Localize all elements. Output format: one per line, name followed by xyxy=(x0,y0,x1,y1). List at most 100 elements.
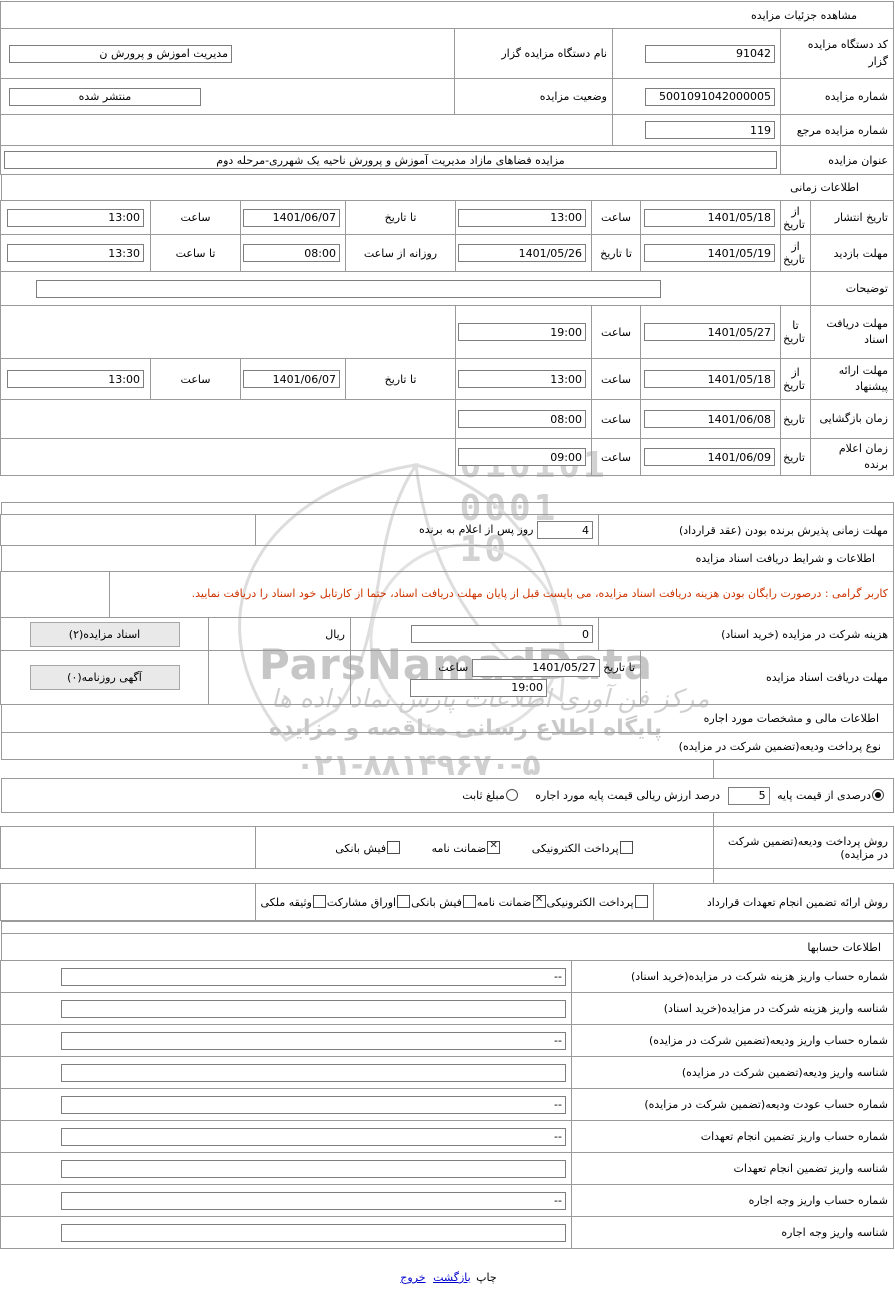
auction-title-input[interactable] xyxy=(3,151,777,169)
visit-deadline-row: مهلت بازدید از تاریخ تا تاریخ روزانه از … xyxy=(0,234,894,272)
footer: چاپ بازگشت خروج xyxy=(1,1249,894,1294)
account-row: شناسه واریز وجه اجاره xyxy=(0,1216,894,1249)
hour-label: ساعت xyxy=(150,358,241,400)
account-row-input[interactable] xyxy=(61,1063,566,1082)
deposit-percent-input[interactable] xyxy=(727,786,770,805)
bid-from-date-input[interactable] xyxy=(644,370,775,388)
publish-to-time-cell xyxy=(0,200,151,235)
account-row-input[interactable] xyxy=(61,1191,566,1210)
deposit-method-electronic-checkbox[interactable] xyxy=(619,840,633,854)
spacer-cell xyxy=(208,650,351,705)
visit-label: مهلت بازدید xyxy=(810,234,894,272)
back-link[interactable]: بازگشت xyxy=(433,1271,471,1284)
print-link[interactable]: چاپ xyxy=(476,1271,497,1284)
guarantee-guarantee-checkbox[interactable] xyxy=(532,894,546,908)
hour-label: ساعت xyxy=(591,438,641,476)
bid-to-date-input[interactable] xyxy=(243,370,340,388)
deposit-radio-cell: درصدی از قیمت پایه درصد ارزش ریالی قیمت … xyxy=(1,778,894,813)
docs-deadline-time-input[interactable] xyxy=(410,678,547,697)
visit-from-date-input[interactable] xyxy=(644,244,775,262)
from-date-label: از تاریخ xyxy=(780,200,811,235)
hour-label: ساعت xyxy=(438,660,469,674)
winner-date-input[interactable] xyxy=(644,448,775,466)
account-row-input[interactable] xyxy=(61,1223,566,1242)
ref-no-cell xyxy=(612,114,781,146)
publish-to-time-input[interactable] xyxy=(7,208,144,227)
deposit-method-bankslip-checkbox[interactable] xyxy=(387,840,401,854)
opening-time-input[interactable] xyxy=(458,410,586,428)
account-row-label: شماره حساب واریز وجه اجاره xyxy=(571,1184,894,1217)
account-row-value-cell xyxy=(0,960,572,993)
docs-deadline-date-input[interactable] xyxy=(471,658,600,677)
account-row-input[interactable] xyxy=(61,1031,566,1050)
time-section-title: اطلاعات زمانی xyxy=(1,174,894,201)
docs-deadline-table: مهلت دریافت اسناد مزایده تا تاریخ ساعت آ… xyxy=(0,650,894,705)
financial-section-header: اطلاعات مالی و مشخصات مورد اجاره xyxy=(1,704,894,733)
deposit-method-guarantee-checkbox[interactable] xyxy=(487,840,501,854)
fee-input[interactable] xyxy=(411,625,593,643)
docs-deadline-label: مهلت دریافت اسناد مزایده xyxy=(640,650,894,705)
deposit-percent-radio[interactable] xyxy=(872,788,884,801)
time-section-header: اطلاعات زمانی xyxy=(1,174,894,201)
account-row-value-cell xyxy=(0,1120,572,1153)
doc-receive-time-input[interactable] xyxy=(458,323,586,341)
financial-section-title: اطلاعات مالی و مشخصات مورد اجاره xyxy=(1,704,894,733)
visit-to-date-input[interactable] xyxy=(458,244,586,262)
spacer-cell xyxy=(1,921,894,934)
account-row-input[interactable] xyxy=(61,999,566,1018)
visit-to-time-input[interactable] xyxy=(7,244,144,262)
org-code-label: کد دستگاه مزایده گزار xyxy=(780,28,894,79)
account-row-input[interactable] xyxy=(61,1127,566,1146)
acceptance-days-input[interactable] xyxy=(537,521,593,539)
opening-time-row: زمان بازگشایی تاریخ ساعت xyxy=(0,399,894,439)
account-row-value-cell xyxy=(0,1152,572,1185)
bid-from-time-input[interactable] xyxy=(458,370,586,388)
auction-no-input[interactable] xyxy=(645,87,775,106)
fee-currency-label: ریال xyxy=(208,617,351,651)
bid-to-time-input[interactable] xyxy=(7,370,144,388)
guarantee-bankslip-checkbox[interactable] xyxy=(462,895,476,908)
from-date-label: از تاریخ xyxy=(780,358,811,400)
publish-to-date-cell xyxy=(240,200,346,235)
ref-no-input[interactable] xyxy=(645,121,775,139)
account-row-input[interactable] xyxy=(61,1159,566,1178)
account-row: شماره حساب واریز ودیعه(تضمین شرکت در مزا… xyxy=(0,1024,894,1057)
auction-title-label: عنوان مزایده xyxy=(780,145,894,175)
hour-label: ساعت xyxy=(150,200,241,235)
spacer-cell xyxy=(0,114,614,146)
guarantee-property-label: وثیقه ملکی xyxy=(260,896,312,909)
hour-label: ساعت xyxy=(591,399,641,439)
org-code-input[interactable] xyxy=(645,44,775,63)
spacer-cell xyxy=(0,826,256,869)
account-row-label: شماره حساب عودت ودیعه(تضمین شرکت در مزای… xyxy=(571,1088,894,1121)
fee-button-cell: اسناد مزایده(۲) xyxy=(0,617,209,651)
account-row-label: شماره حساب واریز ودیعه(تضمین شرکت در مزا… xyxy=(571,1024,894,1057)
visit-daily-time-input[interactable] xyxy=(243,244,340,262)
winner-time-input[interactable] xyxy=(458,448,586,466)
account-row-input[interactable] xyxy=(61,1095,566,1114)
deposit-fixed-radio[interactable] xyxy=(505,788,518,801)
to-date-label: تا تاریخ xyxy=(603,660,635,674)
exit-link[interactable]: خروج xyxy=(400,1271,426,1284)
org-name-cell xyxy=(0,28,456,79)
publish-to-date-input[interactable] xyxy=(243,208,340,227)
notes-input[interactable] xyxy=(36,279,661,298)
deposit-method-options: پرداخت الکترونیکی ضمانت نامه فیش بانکی xyxy=(255,826,714,869)
auction-docs-button[interactable]: اسناد مزایده(۲) xyxy=(29,621,180,647)
status-label: وضعیت مزایده xyxy=(454,78,613,115)
guarantee-bonds-checkbox[interactable] xyxy=(397,895,411,908)
spacer xyxy=(1,760,894,778)
opening-date-input[interactable] xyxy=(644,410,775,428)
opening-date-cell xyxy=(640,399,781,439)
doc-receive-date-input[interactable] xyxy=(644,323,775,341)
publish-from-date-input[interactable] xyxy=(644,208,775,227)
org-name-input[interactable] xyxy=(8,44,232,63)
newspaper-ad-button[interactable]: آگهی روزنامه(۰) xyxy=(29,665,180,690)
guarantee-property-checkbox[interactable] xyxy=(312,895,326,908)
status-input[interactable] xyxy=(8,87,201,106)
account-row-input[interactable] xyxy=(61,967,566,986)
guarantee-electronic-checkbox[interactable] xyxy=(634,895,648,908)
accounts-section-title: اطلاعات حسابها xyxy=(1,933,894,961)
publish-from-time-input[interactable] xyxy=(458,208,586,227)
